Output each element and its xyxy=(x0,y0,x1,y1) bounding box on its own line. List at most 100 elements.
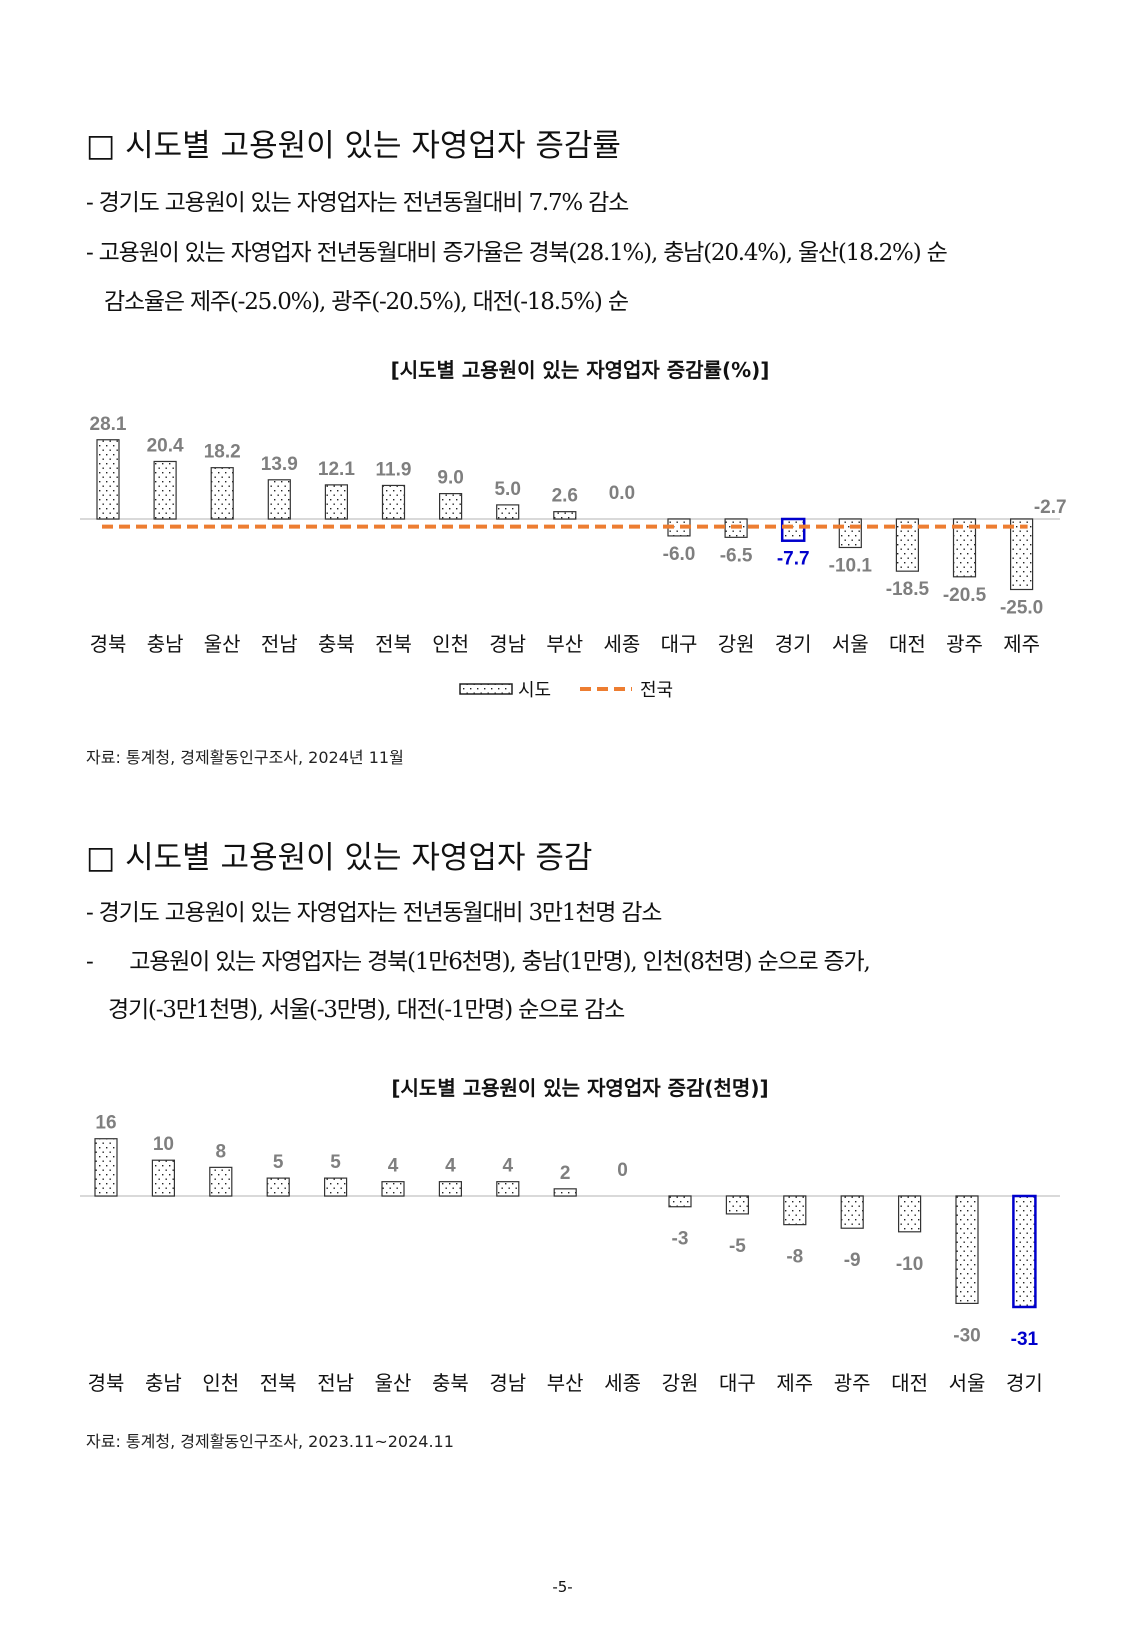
section1-bullet: - 고용원이 있는 자영업자 전년동월대비 증가율은 경북(28.1%), 충남… xyxy=(86,240,948,266)
category-label: 대구 xyxy=(719,1371,756,1395)
data-label: -18.5 xyxy=(886,579,930,600)
bar xyxy=(895,518,920,572)
chart2-title: [시도별 고용원이 있는 자영업자 증감(천명)] xyxy=(391,1076,769,1100)
data-label: -30 xyxy=(953,1325,980,1346)
section1-title: □ 시도별 고용원이 있는 자영업자 증감률 xyxy=(86,128,621,164)
data-label: -10 xyxy=(896,1254,923,1275)
category-label: 전북 xyxy=(375,632,412,656)
category-label: 충북 xyxy=(432,1371,469,1395)
bar xyxy=(210,467,234,520)
category-label: 경남 xyxy=(489,632,526,656)
bar xyxy=(668,1195,692,1208)
category-label: 제주 xyxy=(776,1371,813,1395)
bar xyxy=(838,518,862,549)
bar xyxy=(439,493,463,520)
data-label: 5.0 xyxy=(494,479,520,500)
data-label: 10 xyxy=(153,1134,174,1155)
bar xyxy=(840,1195,864,1229)
category-label: 전북 xyxy=(260,1371,297,1395)
section2-bullet: 경기(-3만1천명), 서울(-3만명), 대전(-1만명) 순으로 감소 xyxy=(108,997,625,1023)
bar xyxy=(553,1188,577,1197)
category-label: 서울 xyxy=(832,632,869,656)
data-label: -5 xyxy=(729,1236,746,1257)
data-label: 0 xyxy=(617,1160,628,1181)
data-label: -10.1 xyxy=(829,555,873,576)
bar xyxy=(955,1195,979,1305)
bar xyxy=(496,504,520,520)
bar xyxy=(553,511,577,520)
bar xyxy=(381,484,406,520)
data-label: 11.9 xyxy=(376,459,412,480)
category-label: 대전 xyxy=(889,632,926,656)
bar xyxy=(324,484,348,520)
category-label: 충북 xyxy=(318,632,355,656)
category-label: 경북 xyxy=(90,632,127,656)
data-label: -6.5 xyxy=(720,545,753,566)
category-label: 경북 xyxy=(88,1371,125,1395)
category-label: 충남 xyxy=(145,1371,182,1395)
national-label: -2.7 xyxy=(1034,497,1067,518)
category-label: 인천 xyxy=(432,632,469,656)
data-label: 8 xyxy=(216,1141,227,1162)
data-label: 2.6 xyxy=(552,486,578,507)
data-label: 4 xyxy=(388,1156,399,1177)
data-label: -7.7 xyxy=(777,549,810,570)
data-label: 12.1 xyxy=(318,459,355,480)
category-label: 강원 xyxy=(718,632,755,656)
bar xyxy=(897,1195,922,1233)
legend-label: 전국 xyxy=(640,680,673,701)
category-label: 서울 xyxy=(949,1371,986,1395)
data-label: -31 xyxy=(1011,1329,1039,1350)
bar xyxy=(151,1159,175,1197)
bar xyxy=(94,1138,118,1197)
section2-title: □ 시도별 고용원이 있는 자영업자 증감 xyxy=(86,840,593,876)
bar xyxy=(496,1181,520,1197)
category-label: 세종 xyxy=(603,632,640,656)
bar xyxy=(267,479,291,520)
data-label: -25.0 xyxy=(1000,598,1043,619)
bar xyxy=(266,1177,290,1197)
bar xyxy=(209,1166,233,1197)
category-label: 제주 xyxy=(1003,632,1040,656)
data-label: 5 xyxy=(330,1152,341,1173)
bar xyxy=(780,517,806,542)
category-label: 광주 xyxy=(834,1371,871,1395)
bar xyxy=(1012,1194,1037,1309)
category-label: 전남 xyxy=(317,1371,354,1395)
category-label: 강원 xyxy=(662,1371,699,1395)
data-label: 0.0 xyxy=(609,483,635,504)
data-label: 28.1 xyxy=(90,414,127,435)
category-label: 부산 xyxy=(547,1371,584,1395)
data-label: -8 xyxy=(786,1247,803,1268)
chart1-title: [시도별 고용원이 있는 자영업자 증감률(%)] xyxy=(390,358,770,382)
category-label: 울산 xyxy=(204,632,241,656)
category-label: 부산 xyxy=(546,632,583,656)
section2-bullet: - 경기도 고용원이 있는 자영업자는 전년동월대비 3만1천명 감소 xyxy=(86,900,662,926)
page-number: -5- xyxy=(552,1578,573,1596)
data-label: 2 xyxy=(560,1163,571,1184)
category-label: 경남 xyxy=(489,1371,526,1395)
category-label: 광주 xyxy=(946,632,983,656)
category-label: 울산 xyxy=(375,1371,412,1395)
data-label: -6.0 xyxy=(663,544,696,565)
legend-swatch-sido xyxy=(459,683,513,695)
category-label: 전남 xyxy=(261,632,298,656)
legend-label: 시도 xyxy=(518,680,551,701)
section1-bullet: 감소율은 제주(-25.0%), 광주(-20.5%), 대전(-18.5%) … xyxy=(104,289,629,315)
category-label: 대구 xyxy=(661,632,698,656)
bar xyxy=(952,518,977,578)
data-label: 16 xyxy=(95,1113,116,1134)
data-label: 18.2 xyxy=(204,442,241,463)
data-label: 20.4 xyxy=(147,435,184,456)
bar xyxy=(96,439,120,520)
bar xyxy=(381,1181,405,1197)
section2-source: 자료: 통계청, 경제활동인구조사, 2023.11~2024.11 xyxy=(86,1432,454,1451)
data-label: -9 xyxy=(844,1250,861,1271)
section2-bullet: - 고용원이 있는 자영업자는 경북(1만6천명), 충남(1만명), 인천(8… xyxy=(86,949,871,975)
chart2: 16 경북 10 충남 8 인천 5 전북 5 전남 4 울산 4 충북 4 경남 2 부산 0 세종 -3 강원 -5 대구… xyxy=(80,1113,1060,1395)
section1-source: 자료: 통계청, 경제활동인구조사, 2024년 11월 xyxy=(86,748,404,767)
category-label: 세종 xyxy=(604,1371,641,1395)
bar xyxy=(438,1181,462,1197)
category-label: 인천 xyxy=(202,1371,239,1395)
data-label: 9.0 xyxy=(437,468,463,489)
